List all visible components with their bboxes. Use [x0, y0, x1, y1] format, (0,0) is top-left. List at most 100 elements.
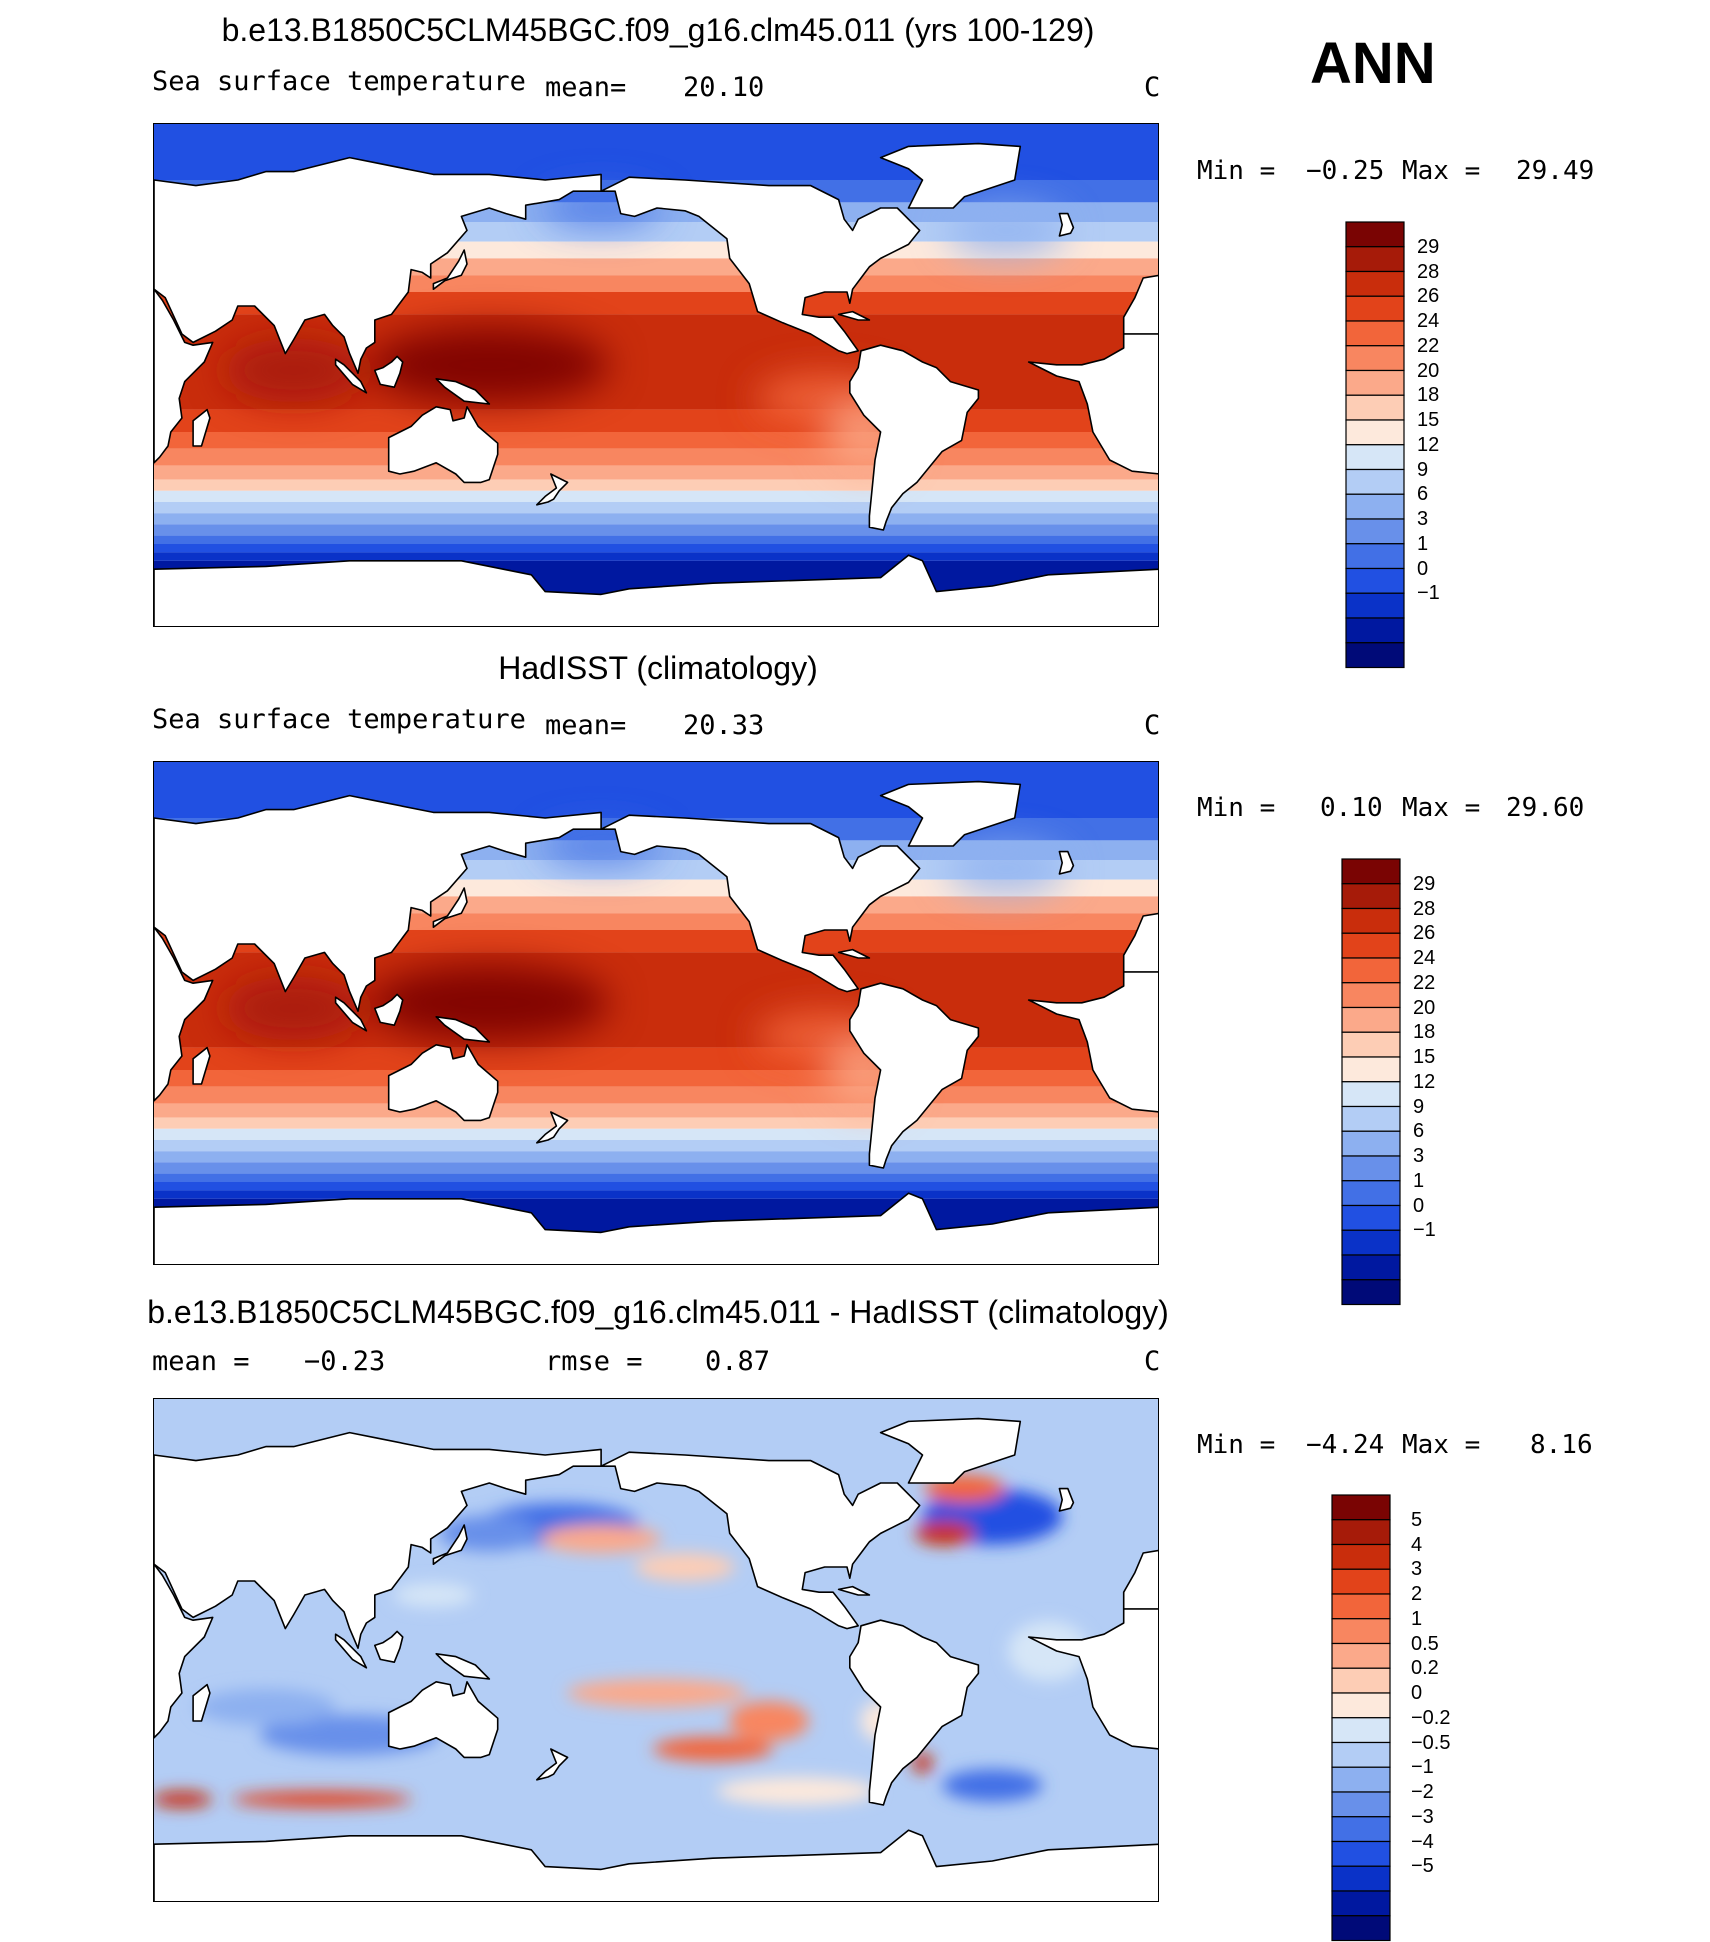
land-africa [154, 288, 214, 464]
land-uk [1058, 850, 1075, 875]
land-africa_w2 [1027, 1608, 1158, 1750]
colorbar-swatch [1345, 642, 1405, 669]
colorbar-swatch [1341, 1254, 1401, 1281]
sst-band [154, 1047, 1158, 1070]
panel3-rmse-label: rmse = [545, 1346, 643, 1377]
panel1-units: C [1144, 72, 1161, 103]
land-sumatra [334, 358, 368, 394]
bias-region [541, 1525, 662, 1553]
panel3-rmse: 0.87 [705, 1346, 771, 1377]
colorbar-swatch [1331, 1717, 1391, 1744]
panel1-map [153, 123, 1159, 627]
land-png [435, 1016, 491, 1043]
colorbar-swatch [1345, 617, 1405, 644]
land-sumatra [334, 1633, 368, 1669]
warm-pool [369, 964, 610, 1041]
colorbar-swatch [1341, 1229, 1401, 1256]
bias-region [716, 1777, 877, 1805]
colorbar-tick-label: 18 [1413, 1021, 1436, 1044]
season-label: ANN [1310, 31, 1436, 96]
colorbar-swatch [1331, 1915, 1391, 1942]
colorbar-tick-label: 5 [1411, 1508, 1423, 1531]
panel3-units: C [1144, 1346, 1161, 1377]
bias-region [1008, 1621, 1089, 1681]
sst-band [154, 524, 1158, 536]
colorbar-swatch [1345, 592, 1405, 619]
colorbar-swatch [1345, 221, 1405, 248]
colorbar-swatch [1341, 1180, 1401, 1207]
colorbar-swatch [1331, 1791, 1391, 1818]
panel1-variable: Sea surface temperature [152, 66, 526, 97]
panel3-map [153, 1398, 1159, 1902]
colorbar-tick-label: 4 [1411, 1533, 1423, 1556]
warm-pool-indian [223, 976, 364, 1041]
colorbar-tick-label: 9 [1417, 458, 1429, 481]
colorbar-swatch [1345, 246, 1405, 273]
land-cuba [837, 1585, 871, 1596]
colorbar-tick-label: 1 [1417, 532, 1429, 555]
bias-region [154, 1791, 212, 1808]
panel2-variable: Sea surface temperature [152, 704, 526, 735]
bias-region [231, 1791, 412, 1808]
colorbar-swatch [1341, 858, 1401, 885]
colorbar-swatch [1345, 369, 1405, 396]
sst-band [154, 544, 1158, 553]
colorbar-swatch [1331, 1766, 1391, 1793]
colorbar-swatch [1341, 883, 1401, 910]
land-samerica [848, 982, 980, 1169]
colorbar-tick-label: 22 [1413, 971, 1436, 994]
sst-band [154, 1086, 1158, 1104]
land-samerica [848, 344, 980, 531]
land-nz [535, 473, 569, 506]
north-atlantic-cold [946, 843, 1067, 894]
colorbar-swatch [1331, 1692, 1391, 1719]
colorbar-tick-label: 15 [1413, 1046, 1436, 1068]
land-uk [1058, 212, 1075, 237]
colorbar-swatch [1341, 1105, 1401, 1132]
bias-region [634, 1553, 735, 1581]
land-cuba [837, 310, 871, 321]
colorbar-tick-label: 0 [1417, 557, 1429, 580]
colorbar-tick-label: 6 [1417, 483, 1429, 506]
land-eurasia [154, 156, 602, 374]
land-australia [387, 405, 499, 484]
land-greenland [879, 142, 1022, 209]
colorbar-swatch [1331, 1618, 1391, 1645]
colorbar-swatch [1341, 1130, 1401, 1157]
warm-pool [369, 326, 610, 403]
land-antarctica [154, 1829, 1158, 1901]
bias-region [567, 1679, 747, 1707]
colorbar-swatch [1345, 270, 1405, 297]
panel2-units: C [1144, 710, 1161, 741]
panel1-max-label: Max = [1402, 156, 1481, 186]
land-greenland [879, 1417, 1022, 1484]
sst-band [154, 465, 1158, 480]
panel2-title: HadISST (climatology) [498, 650, 818, 686]
colorbar-tick-label: 20 [1417, 359, 1440, 382]
land-africa_w2 [1027, 971, 1158, 1113]
panel2-min-label: Min = [1197, 793, 1276, 823]
colorbar-tick-label: −5 [1411, 1855, 1434, 1878]
colorbar-swatch [1341, 1056, 1401, 1083]
panel1-min: −0.25 [1306, 156, 1385, 186]
colorbar-tick-label: 1 [1411, 1607, 1423, 1630]
land-namerica [600, 814, 921, 993]
bias-region [942, 1769, 1043, 1802]
panel3-mean: −0.23 [304, 1346, 386, 1377]
land-namerica [600, 1451, 921, 1630]
colorbar-swatch [1345, 295, 1405, 322]
colorbar-tick-label: −1 [1413, 1219, 1436, 1242]
land-africa [154, 1563, 214, 1739]
colorbar-tick-label: 1 [1413, 1169, 1425, 1192]
colorbar-swatch [1341, 932, 1401, 959]
colorbar-tick-label: 0.2 [1411, 1657, 1439, 1680]
land-australia [387, 1680, 499, 1759]
land-eurasia [154, 794, 602, 1012]
panel3-max-label: Max = [1402, 1430, 1481, 1460]
colorbar-tick-label: −0.5 [1411, 1731, 1451, 1754]
colorbar-swatch [1345, 543, 1405, 570]
panel2-max-label: Max = [1402, 793, 1481, 823]
bias-region [195, 1689, 336, 1725]
panel2-max: 29.60 [1506, 793, 1585, 823]
sst-band [154, 1117, 1158, 1129]
